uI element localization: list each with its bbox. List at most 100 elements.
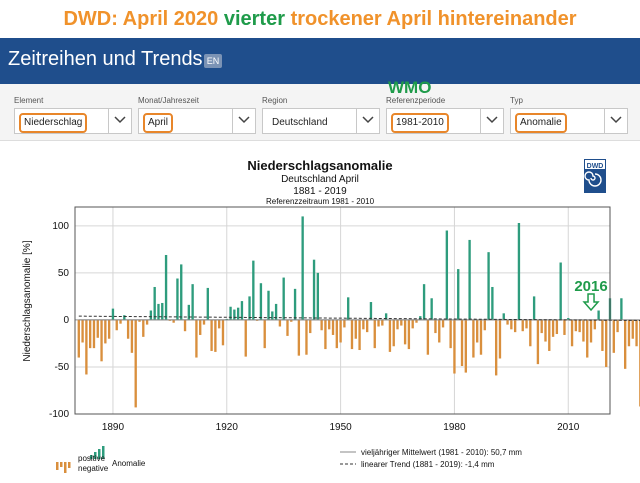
filter-reference-period: Referenzperiode 1981-2010 xyxy=(386,96,504,134)
bar-1918 xyxy=(218,319,221,329)
bar-1971 xyxy=(419,316,422,320)
bar-1911 xyxy=(191,284,194,320)
bar-1941 xyxy=(305,319,308,355)
bar-1885 xyxy=(92,319,96,349)
bar-1976 xyxy=(438,319,441,343)
bar-1931 xyxy=(267,290,270,320)
bar-1958 xyxy=(369,302,373,320)
bar-1922 xyxy=(233,309,236,320)
filter-type-label: Typ xyxy=(510,96,523,105)
bar-1943 xyxy=(312,259,316,320)
bar-1917 xyxy=(214,319,217,352)
region-select[interactable]: Deutschland xyxy=(262,108,380,134)
bar-1908 xyxy=(180,264,183,320)
bar-1900 xyxy=(149,310,153,320)
chart-legend: positive negative Anomalie vieljähriger … xyxy=(56,446,522,473)
bar-1947 xyxy=(328,319,331,330)
bar-1921 xyxy=(229,306,232,320)
reference-period-select-value: 1981-2010 xyxy=(391,113,449,133)
bar-2000 xyxy=(529,319,532,347)
bar-1998 xyxy=(521,319,524,332)
filter-bar: Element Niederschlag Monat/Jahreszeit Ap… xyxy=(0,84,640,141)
bar-2025 xyxy=(624,319,627,369)
bar-1882 xyxy=(81,319,84,343)
language-toggle-button[interactable]: EN xyxy=(204,54,222,68)
bar-1948 xyxy=(331,319,335,335)
x-tick-label: 1920 xyxy=(216,422,239,433)
bar-1913 xyxy=(199,319,202,335)
bar-1972 xyxy=(422,284,426,320)
plot-frame xyxy=(74,206,611,415)
bar-1954 xyxy=(354,319,357,339)
y-tick-label: 100 xyxy=(52,221,69,232)
bar-2010 xyxy=(567,318,570,320)
filter-region: Region Deutschland xyxy=(262,96,380,134)
chevron-down-icon xyxy=(108,109,131,133)
bar-1967 xyxy=(403,319,407,345)
bar-1919 xyxy=(221,319,225,346)
bar-1944 xyxy=(316,272,320,320)
bar-1975 xyxy=(434,319,437,334)
filter-type: Typ Anomalie xyxy=(510,96,628,134)
bar-1902 xyxy=(157,303,160,320)
bar-1899 xyxy=(145,319,149,325)
bar-1912 xyxy=(195,319,198,358)
bar-1968 xyxy=(407,319,411,350)
bar-1978 xyxy=(445,230,449,320)
bar-1904 xyxy=(164,254,168,320)
bar-1936 xyxy=(286,319,289,336)
chevron-down-icon xyxy=(232,109,255,133)
bar-2004 xyxy=(544,319,547,342)
reference-period-select[interactable]: 1981-2010 xyxy=(386,108,504,134)
chart-subtitle-1: Deutschland April xyxy=(281,174,359,185)
type-select[interactable]: Anomalie xyxy=(510,108,628,134)
bar-1886 xyxy=(96,319,99,338)
filter-month: Monat/Jahreszeit April xyxy=(138,96,256,134)
bar-1959 xyxy=(373,319,376,349)
chart-subtitle-3: Referenzzeitraum 1981 - 2010 xyxy=(266,197,375,206)
bar-1992 xyxy=(498,319,502,359)
bar-1929 xyxy=(259,283,263,320)
bar-1994 xyxy=(506,319,509,325)
filter-region-label: Region xyxy=(262,96,288,105)
bar-1955 xyxy=(358,319,361,351)
element-select[interactable]: Niederschlag xyxy=(14,108,132,134)
bar-1894 xyxy=(126,319,130,339)
dwd-logo: DWD xyxy=(584,159,606,193)
bar-1989 xyxy=(487,252,490,320)
bar-1977 xyxy=(441,319,445,328)
bar-1906 xyxy=(172,319,175,323)
bar-2024 xyxy=(620,298,623,320)
y-tick-label: -50 xyxy=(55,362,70,373)
bar-1983 xyxy=(464,319,467,373)
bar-1946 xyxy=(324,319,327,350)
bar-1963 xyxy=(388,319,392,352)
bar-2003 xyxy=(540,319,543,334)
page-headline: DWD: April 2020 vierter trockener April … xyxy=(0,0,640,38)
bar-1883 xyxy=(85,319,88,375)
swirl-icon xyxy=(584,171,602,187)
bar-1926 xyxy=(248,296,251,320)
legend-positive-bar xyxy=(98,449,101,459)
bar-1927 xyxy=(252,260,255,320)
month-select[interactable]: April xyxy=(138,108,256,134)
bar-1996 xyxy=(513,319,517,333)
bar-2015 xyxy=(586,319,589,358)
legend-anomaly-label: Anomalie xyxy=(112,459,146,468)
bar-1970 xyxy=(415,319,418,323)
bar-1953 xyxy=(350,319,354,350)
chart-title: Niederschlagsanomalie xyxy=(247,158,392,173)
bar-2012 xyxy=(574,319,578,332)
bar-1889 xyxy=(107,319,111,339)
bar-1892 xyxy=(119,319,122,324)
bar-1986 xyxy=(476,319,479,343)
bar-1907 xyxy=(176,278,179,320)
filter-reference-period-label: Referenzperiode xyxy=(386,96,446,105)
bar-1901 xyxy=(153,286,156,320)
bar-1915 xyxy=(206,287,209,320)
bar-2027 xyxy=(631,319,634,339)
legend-positive-bar xyxy=(102,446,105,459)
bar-1937 xyxy=(290,319,293,322)
legend-trend-label: linearer Trend (1881 - 2019): -1,4 mm xyxy=(361,460,495,469)
bar-1932 xyxy=(271,311,274,320)
